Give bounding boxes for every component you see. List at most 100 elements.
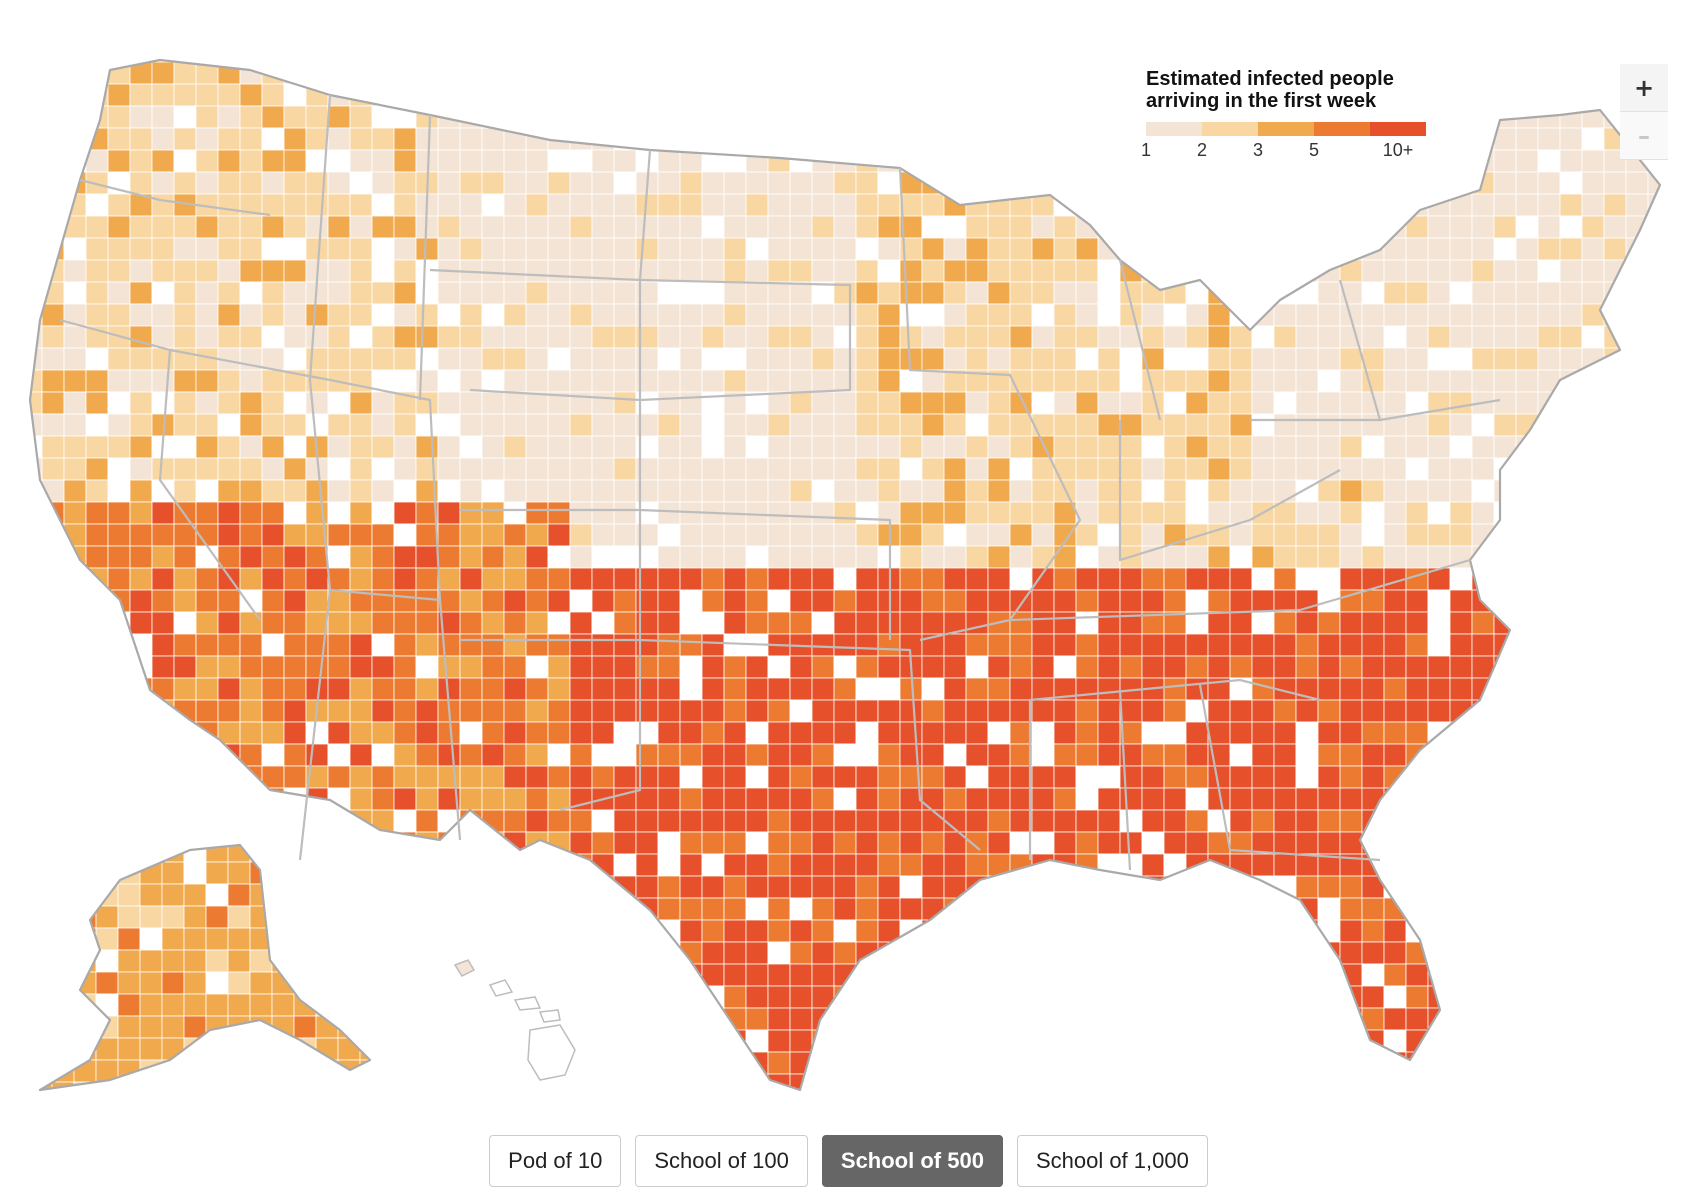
- county-region[interactable]: [1405, 633, 1429, 657]
- county-region[interactable]: [1405, 1073, 1429, 1096]
- county-region[interactable]: [1361, 457, 1385, 481]
- county-region[interactable]: [151, 655, 175, 679]
- county-region[interactable]: [1009, 281, 1033, 305]
- county-region[interactable]: [1119, 347, 1143, 371]
- county-region[interactable]: [745, 457, 769, 481]
- county-region[interactable]: [1185, 677, 1209, 701]
- county-region[interactable]: [1670, 348, 1692, 370]
- county-region[interactable]: [1229, 303, 1253, 327]
- county-region[interactable]: [987, 259, 1011, 283]
- county-region[interactable]: [1449, 787, 1473, 811]
- county-region[interactable]: [1317, 897, 1341, 921]
- county-region[interactable]: [129, 281, 153, 305]
- county-region[interactable]: [415, 40, 439, 63]
- county-region[interactable]: [139, 927, 163, 951]
- county-region[interactable]: [899, 809, 923, 833]
- county-region[interactable]: [305, 303, 329, 327]
- county-region[interactable]: [129, 765, 153, 789]
- county-region[interactable]: [591, 567, 615, 591]
- county-region[interactable]: [63, 435, 87, 459]
- county-region[interactable]: [217, 40, 241, 63]
- county-region[interactable]: [767, 40, 791, 63]
- county-region[interactable]: [965, 413, 989, 437]
- county-region[interactable]: [525, 479, 549, 503]
- county-region[interactable]: [723, 655, 747, 679]
- county-region[interactable]: [372, 1096, 394, 1118]
- county-region[interactable]: [1471, 61, 1495, 85]
- county-region[interactable]: [1405, 611, 1429, 635]
- county-region[interactable]: [349, 743, 373, 767]
- county-region[interactable]: [899, 985, 923, 1009]
- county-region[interactable]: [305, 567, 329, 591]
- county-region[interactable]: [591, 523, 615, 547]
- county-region[interactable]: [1339, 699, 1363, 723]
- county-region[interactable]: [239, 1073, 263, 1096]
- county-region[interactable]: [1670, 260, 1692, 282]
- county-region[interactable]: [657, 1073, 681, 1096]
- county-region[interactable]: [1581, 699, 1605, 723]
- county-region[interactable]: [327, 523, 351, 547]
- county-region[interactable]: [1339, 897, 1363, 921]
- county-region[interactable]: [1075, 897, 1099, 921]
- county-region[interactable]: [1053, 391, 1077, 415]
- county-region[interactable]: [1493, 40, 1517, 63]
- county-region[interactable]: [1097, 633, 1121, 657]
- county-region[interactable]: [657, 633, 681, 657]
- county-region[interactable]: [85, 215, 109, 239]
- county-region[interactable]: [20, 611, 43, 635]
- county-region[interactable]: [1097, 721, 1121, 745]
- county-region[interactable]: [1295, 567, 1319, 591]
- county-region[interactable]: [481, 501, 505, 525]
- county-region[interactable]: [108, 1096, 130, 1118]
- county-region[interactable]: [195, 237, 219, 261]
- county-region[interactable]: [789, 721, 813, 745]
- county-region[interactable]: [503, 655, 527, 679]
- county-region[interactable]: [1493, 237, 1517, 261]
- county-region[interactable]: [371, 325, 395, 349]
- county-region[interactable]: [481, 435, 505, 459]
- county-region[interactable]: [679, 347, 703, 371]
- county-region[interactable]: [833, 413, 857, 437]
- county-region[interactable]: [41, 523, 65, 547]
- county-region[interactable]: [129, 171, 153, 195]
- county-region[interactable]: [1537, 193, 1561, 217]
- county-region[interactable]: [965, 501, 989, 525]
- county-region[interactable]: [337, 883, 361, 907]
- county-region[interactable]: [833, 127, 857, 151]
- county-region[interactable]: [547, 611, 571, 635]
- county-region[interactable]: [459, 809, 483, 833]
- county-region[interactable]: [173, 633, 197, 657]
- county-region[interactable]: [1471, 875, 1495, 899]
- county-region[interactable]: [1515, 1007, 1539, 1031]
- county-region[interactable]: [723, 171, 747, 195]
- county-region[interactable]: [1207, 875, 1231, 899]
- county-region[interactable]: [129, 787, 153, 811]
- county-region[interactable]: [41, 545, 65, 569]
- county-region[interactable]: [349, 391, 373, 415]
- county-region[interactable]: [371, 347, 395, 371]
- county-region[interactable]: [987, 149, 1011, 173]
- county-region[interactable]: [227, 1037, 251, 1061]
- county-region[interactable]: [305, 501, 329, 525]
- county-region[interactable]: [85, 435, 109, 459]
- county-region[interactable]: [591, 545, 615, 569]
- county-region[interactable]: [107, 765, 131, 789]
- county-region[interactable]: [657, 897, 681, 921]
- county-region[interactable]: [1647, 479, 1670, 503]
- county-region[interactable]: [1537, 897, 1561, 921]
- county-region[interactable]: [987, 787, 1011, 811]
- county-region[interactable]: [1471, 941, 1495, 965]
- county-region[interactable]: [1515, 347, 1539, 371]
- county-region[interactable]: [51, 861, 75, 885]
- county-region[interactable]: [833, 721, 857, 745]
- county-region[interactable]: [1119, 831, 1143, 855]
- county-region[interactable]: [1471, 633, 1495, 657]
- county-region[interactable]: [1207, 897, 1231, 921]
- county-region[interactable]: [503, 259, 527, 283]
- county-region[interactable]: [1581, 1073, 1605, 1096]
- county-region[interactable]: [591, 875, 615, 899]
- county-region[interactable]: [1625, 765, 1649, 789]
- county-region[interactable]: [1207, 655, 1231, 679]
- county-region[interactable]: [1515, 259, 1539, 283]
